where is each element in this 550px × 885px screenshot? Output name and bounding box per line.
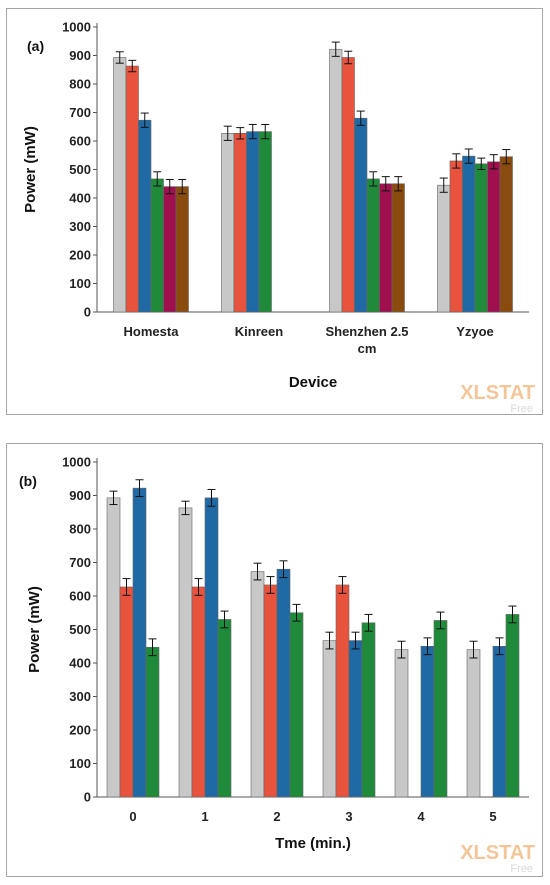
bar: [175, 186, 189, 313]
x-tick-label: 3: [345, 809, 352, 824]
y-tick-label: 400: [69, 191, 91, 206]
x-tick-label: Yzyoe: [456, 324, 494, 339]
bar: [132, 487, 147, 798]
bar: [341, 57, 355, 313]
bar: [433, 620, 448, 798]
y-tick-label: 200: [69, 248, 91, 263]
bar: [466, 649, 481, 798]
bar: [322, 640, 337, 798]
panel-label: (a): [27, 38, 44, 54]
y-tick-label: 100: [69, 276, 91, 291]
bar: [178, 507, 193, 798]
bar: [233, 133, 247, 313]
x-tick-label: Homesta: [124, 324, 180, 339]
bar: [276, 568, 291, 798]
y-tick-label: 900: [69, 48, 91, 63]
x-tick-label: 2: [273, 809, 280, 824]
bar: [505, 614, 520, 798]
y-tick-label: 500: [69, 162, 91, 177]
chart-a: (a) 0 100 200 300 400 500 600 700 800 900 1000 Homes…: [22, 20, 535, 415]
bar: [335, 584, 350, 798]
watermark-brand: XLSTAT: [460, 382, 535, 404]
y-tick-label: 600: [69, 589, 91, 604]
bar: [150, 178, 164, 313]
watermark-edition: Free: [510, 863, 533, 875]
y-tick-label: 600: [69, 134, 91, 149]
bar: [204, 497, 219, 798]
bar: [113, 57, 127, 313]
bar: [145, 646, 160, 798]
y-tick-label: 700: [69, 555, 91, 570]
bar: [258, 131, 272, 313]
y-tick-label: 300: [69, 689, 91, 704]
x-tick-label: 1: [201, 809, 208, 824]
y-tick-label: 900: [69, 488, 91, 503]
chart-panel-b: (b) 0 100 200 300 400 500 600 700 800 900 1000 0 1 2 3 4…: [6, 443, 543, 877]
bar: [191, 586, 206, 798]
bar: [487, 161, 501, 313]
bar: [289, 612, 304, 798]
bar: [125, 65, 139, 313]
bar: [462, 155, 476, 313]
bar: [499, 156, 513, 313]
y-tick-label: 1000: [62, 455, 91, 470]
x-tick-label: 0: [129, 809, 136, 824]
chart-b: (b) 0 100 200 300 400 500 600 700 800 900 1000 0 1 2 3 4…: [19, 455, 535, 876]
panel-label: (b): [19, 473, 37, 489]
y-axis-title: Power (mW): [26, 586, 43, 673]
bar: [449, 160, 463, 313]
y-tick-label: 100: [69, 756, 91, 771]
bar: [394, 649, 409, 798]
bar: [361, 622, 376, 798]
bar: [437, 184, 451, 313]
bar: [379, 183, 393, 313]
chart-panel-a: (a) 0 100 200 300 400 500 600 700 800 900 1000 Homes…: [6, 8, 543, 415]
watermark-brand: XLSTAT: [460, 842, 535, 864]
x-axis-title: Tme (min.): [275, 835, 351, 852]
y-tick-label: 500: [69, 622, 91, 637]
bar: [348, 640, 363, 798]
x-tick-label: Shenzhen 2.5 cm: [325, 324, 408, 356]
bar: [163, 186, 177, 313]
x-axis-title: Device: [289, 374, 337, 391]
y-tick-label: 1000: [62, 20, 91, 35]
bar: [329, 48, 343, 313]
bar: [138, 119, 152, 313]
bar: [106, 497, 121, 798]
bar: [246, 131, 260, 313]
bar: [492, 645, 507, 798]
y-tick-label: 0: [84, 790, 91, 805]
bar: [420, 645, 435, 798]
bar: [391, 183, 405, 313]
y-tick-label: 700: [69, 105, 91, 120]
bar: [366, 178, 380, 313]
watermark-edition: Free: [510, 403, 533, 414]
y-tick-label: 200: [69, 723, 91, 738]
y-tick-label: 800: [69, 522, 91, 537]
bar: [221, 133, 235, 313]
bar: [354, 117, 368, 313]
y-tick-label: 300: [69, 219, 91, 234]
bar: [250, 571, 265, 798]
y-tick-label: 800: [69, 77, 91, 92]
x-tick-label: Kinreen: [235, 324, 283, 339]
bar: [217, 619, 232, 798]
x-tick-label: 5: [489, 809, 496, 824]
y-tick-label: 400: [69, 656, 91, 671]
bar: [119, 586, 134, 798]
y-axis-title: Power (mW): [22, 126, 39, 213]
x-tick-label: 4: [417, 809, 425, 824]
bar: [474, 163, 488, 313]
y-tick-label: 0: [84, 305, 91, 320]
bar: [263, 584, 278, 798]
